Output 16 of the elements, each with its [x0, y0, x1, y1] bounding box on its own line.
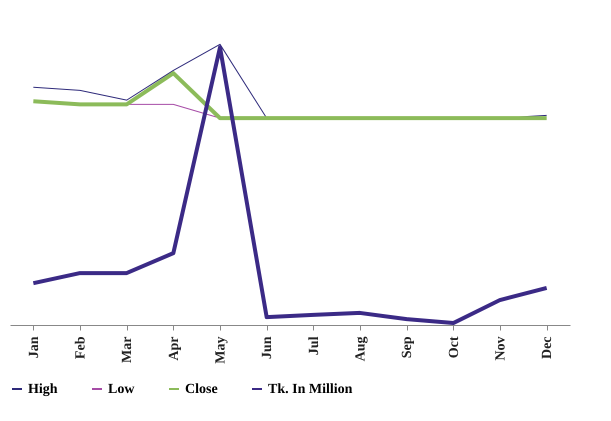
- x-tick-label: Apr: [166, 336, 182, 361]
- x-tick-label: Mar: [120, 336, 136, 363]
- x-tick-label: Dec: [540, 336, 556, 360]
- legend-label: Tk. In Million: [268, 382, 353, 397]
- x-tick-label: Sep: [400, 336, 416, 358]
- legend-label: High: [28, 382, 58, 397]
- x-tick-label: Oct: [446, 336, 462, 358]
- x-tick-label: Jul: [306, 336, 322, 356]
- x-tick-label: Nov: [494, 336, 508, 361]
- x-tick-label: Jun: [260, 336, 276, 360]
- legend-label: Low: [108, 382, 136, 397]
- legend-label: Close: [185, 382, 218, 397]
- x-tick-label: Feb: [74, 336, 88, 360]
- x-tick-label: Aug: [354, 336, 368, 362]
- x-tick-label: May: [214, 336, 228, 364]
- x-tick-label: Jan: [26, 336, 42, 358]
